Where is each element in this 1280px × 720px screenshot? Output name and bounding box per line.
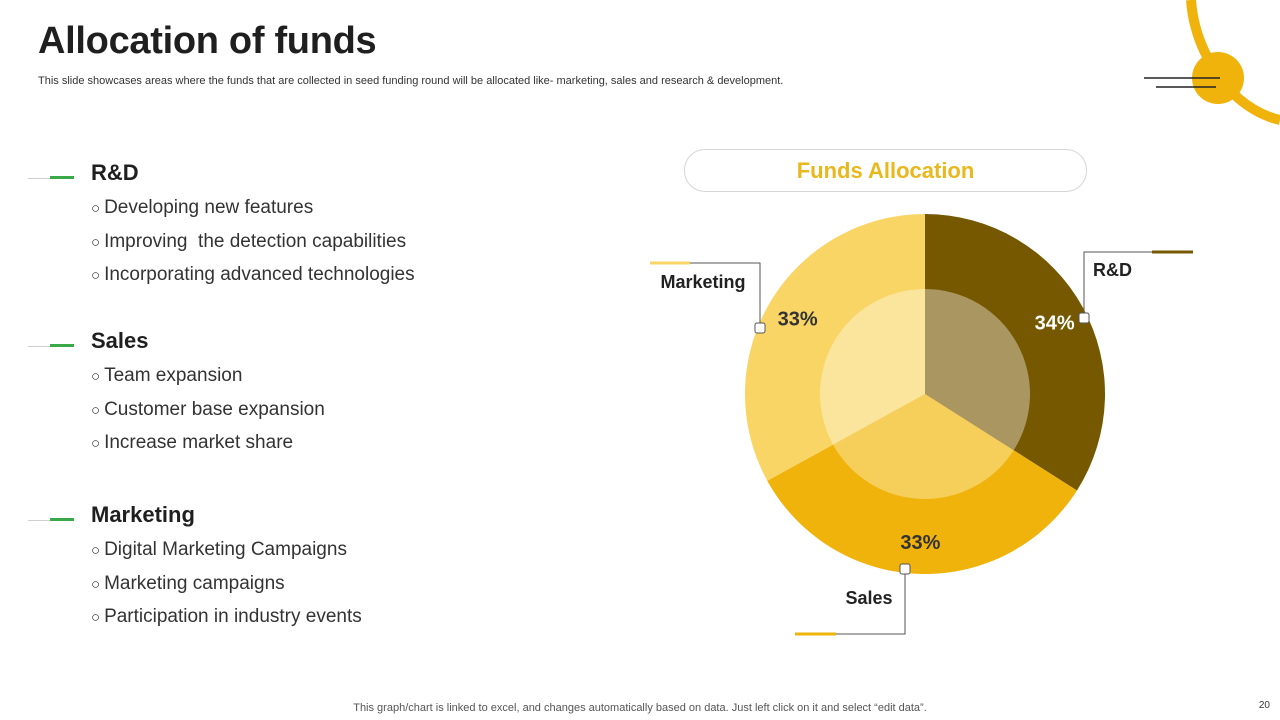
chart-title: Funds Allocation [684, 149, 1087, 192]
pie-inner-slice-marketing [820, 289, 925, 445]
data-label: 34% [1035, 313, 1075, 335]
pie-slice-marketing [744, 214, 925, 481]
section-divider [28, 346, 50, 347]
list-item: ○ Developing new features [91, 196, 415, 230]
bullet-icon: ○ [91, 368, 101, 385]
page-number: 20 [1258, 700, 1270, 711]
list-item: ○ Increase market share [91, 431, 325, 465]
decor-arc [1186, 0, 1280, 125]
list-item: ○ Improving the detection capabilities [91, 230, 415, 264]
bullet-icon: ○ [91, 542, 101, 559]
list-item-text: Developing new features [104, 197, 314, 218]
list-item-text: Incorporating advanced technologies [104, 264, 415, 285]
category-label-r-d: R&D [1093, 260, 1132, 280]
bullet-icon: ○ [91, 575, 101, 593]
callout-line-marketing [690, 262, 761, 328]
category-label-marketing: Marketing [660, 272, 745, 292]
page-title: Allocation of funds [38, 20, 377, 62]
list-item-text: Marketing campaigns [104, 572, 285, 594]
bullet-icon: ○ [91, 200, 101, 217]
list-item: ○ Customer base expansion [91, 398, 325, 432]
pie-inner-slice-sales [832, 394, 1014, 499]
list-item: ○ Participation in industry events [91, 605, 362, 639]
pie-slice-sales [767, 394, 1077, 575]
callout-marker-sales [899, 563, 911, 575]
section-divider [28, 520, 50, 521]
list-item-text: Participation in industry events [104, 606, 362, 627]
bullet-icon: ○ [91, 435, 101, 452]
page-subtitle: This slide showcases areas where the fun… [38, 75, 784, 87]
callout-marker-r-d [1078, 312, 1090, 324]
bullet-icon: ○ [91, 233, 101, 251]
callout-marker-marketing [754, 322, 766, 334]
list-item-text: Increase market share [104, 432, 294, 453]
section-heading: R&D [91, 160, 139, 185]
section-list: ○ Digital Marketing Campaigns ○ Marketing … [91, 538, 362, 639]
data-label: 33% [900, 532, 940, 554]
section-list: ○ Team expansion ○ Customer base expansion… [91, 364, 325, 465]
section-marker [50, 518, 74, 521]
callout-line-r-d [1083, 251, 1152, 318]
section-marker [50, 176, 74, 179]
category-label-sales: Sales [845, 588, 892, 608]
list-item: ○ Marketing campaigns [91, 572, 362, 606]
pie-inner-slice-r-d [925, 289, 1030, 451]
footer-note: This graph/chart is linked to excel, and… [353, 702, 927, 714]
callout-line-sales [836, 569, 906, 635]
bullet-icon: ○ [91, 609, 101, 626]
bullet-icon: ○ [91, 267, 101, 284]
pie-slice-r-d [925, 214, 1106, 491]
list-item-text: Improving the detection capabilities [104, 230, 407, 252]
bullet-icon: ○ [91, 401, 101, 419]
list-item: ○ Incorporating advanced technologies [91, 263, 415, 297]
data-label: 33% [778, 309, 818, 331]
decor-circle [1192, 52, 1244, 104]
section-list: ○ Developing new features ○ Improving the … [91, 196, 415, 297]
list-item: ○ Team expansion [91, 364, 325, 398]
section-divider [28, 178, 50, 179]
list-item-text: Digital Marketing Campaigns [104, 539, 347, 560]
section-marker [50, 344, 74, 347]
list-item-text: Customer base expansion [104, 398, 325, 420]
list-item: ○ Digital Marketing Campaigns [91, 538, 362, 572]
section-heading: Sales [91, 328, 149, 353]
list-item-text: Team expansion [104, 365, 243, 386]
section-heading: Marketing [91, 502, 195, 527]
